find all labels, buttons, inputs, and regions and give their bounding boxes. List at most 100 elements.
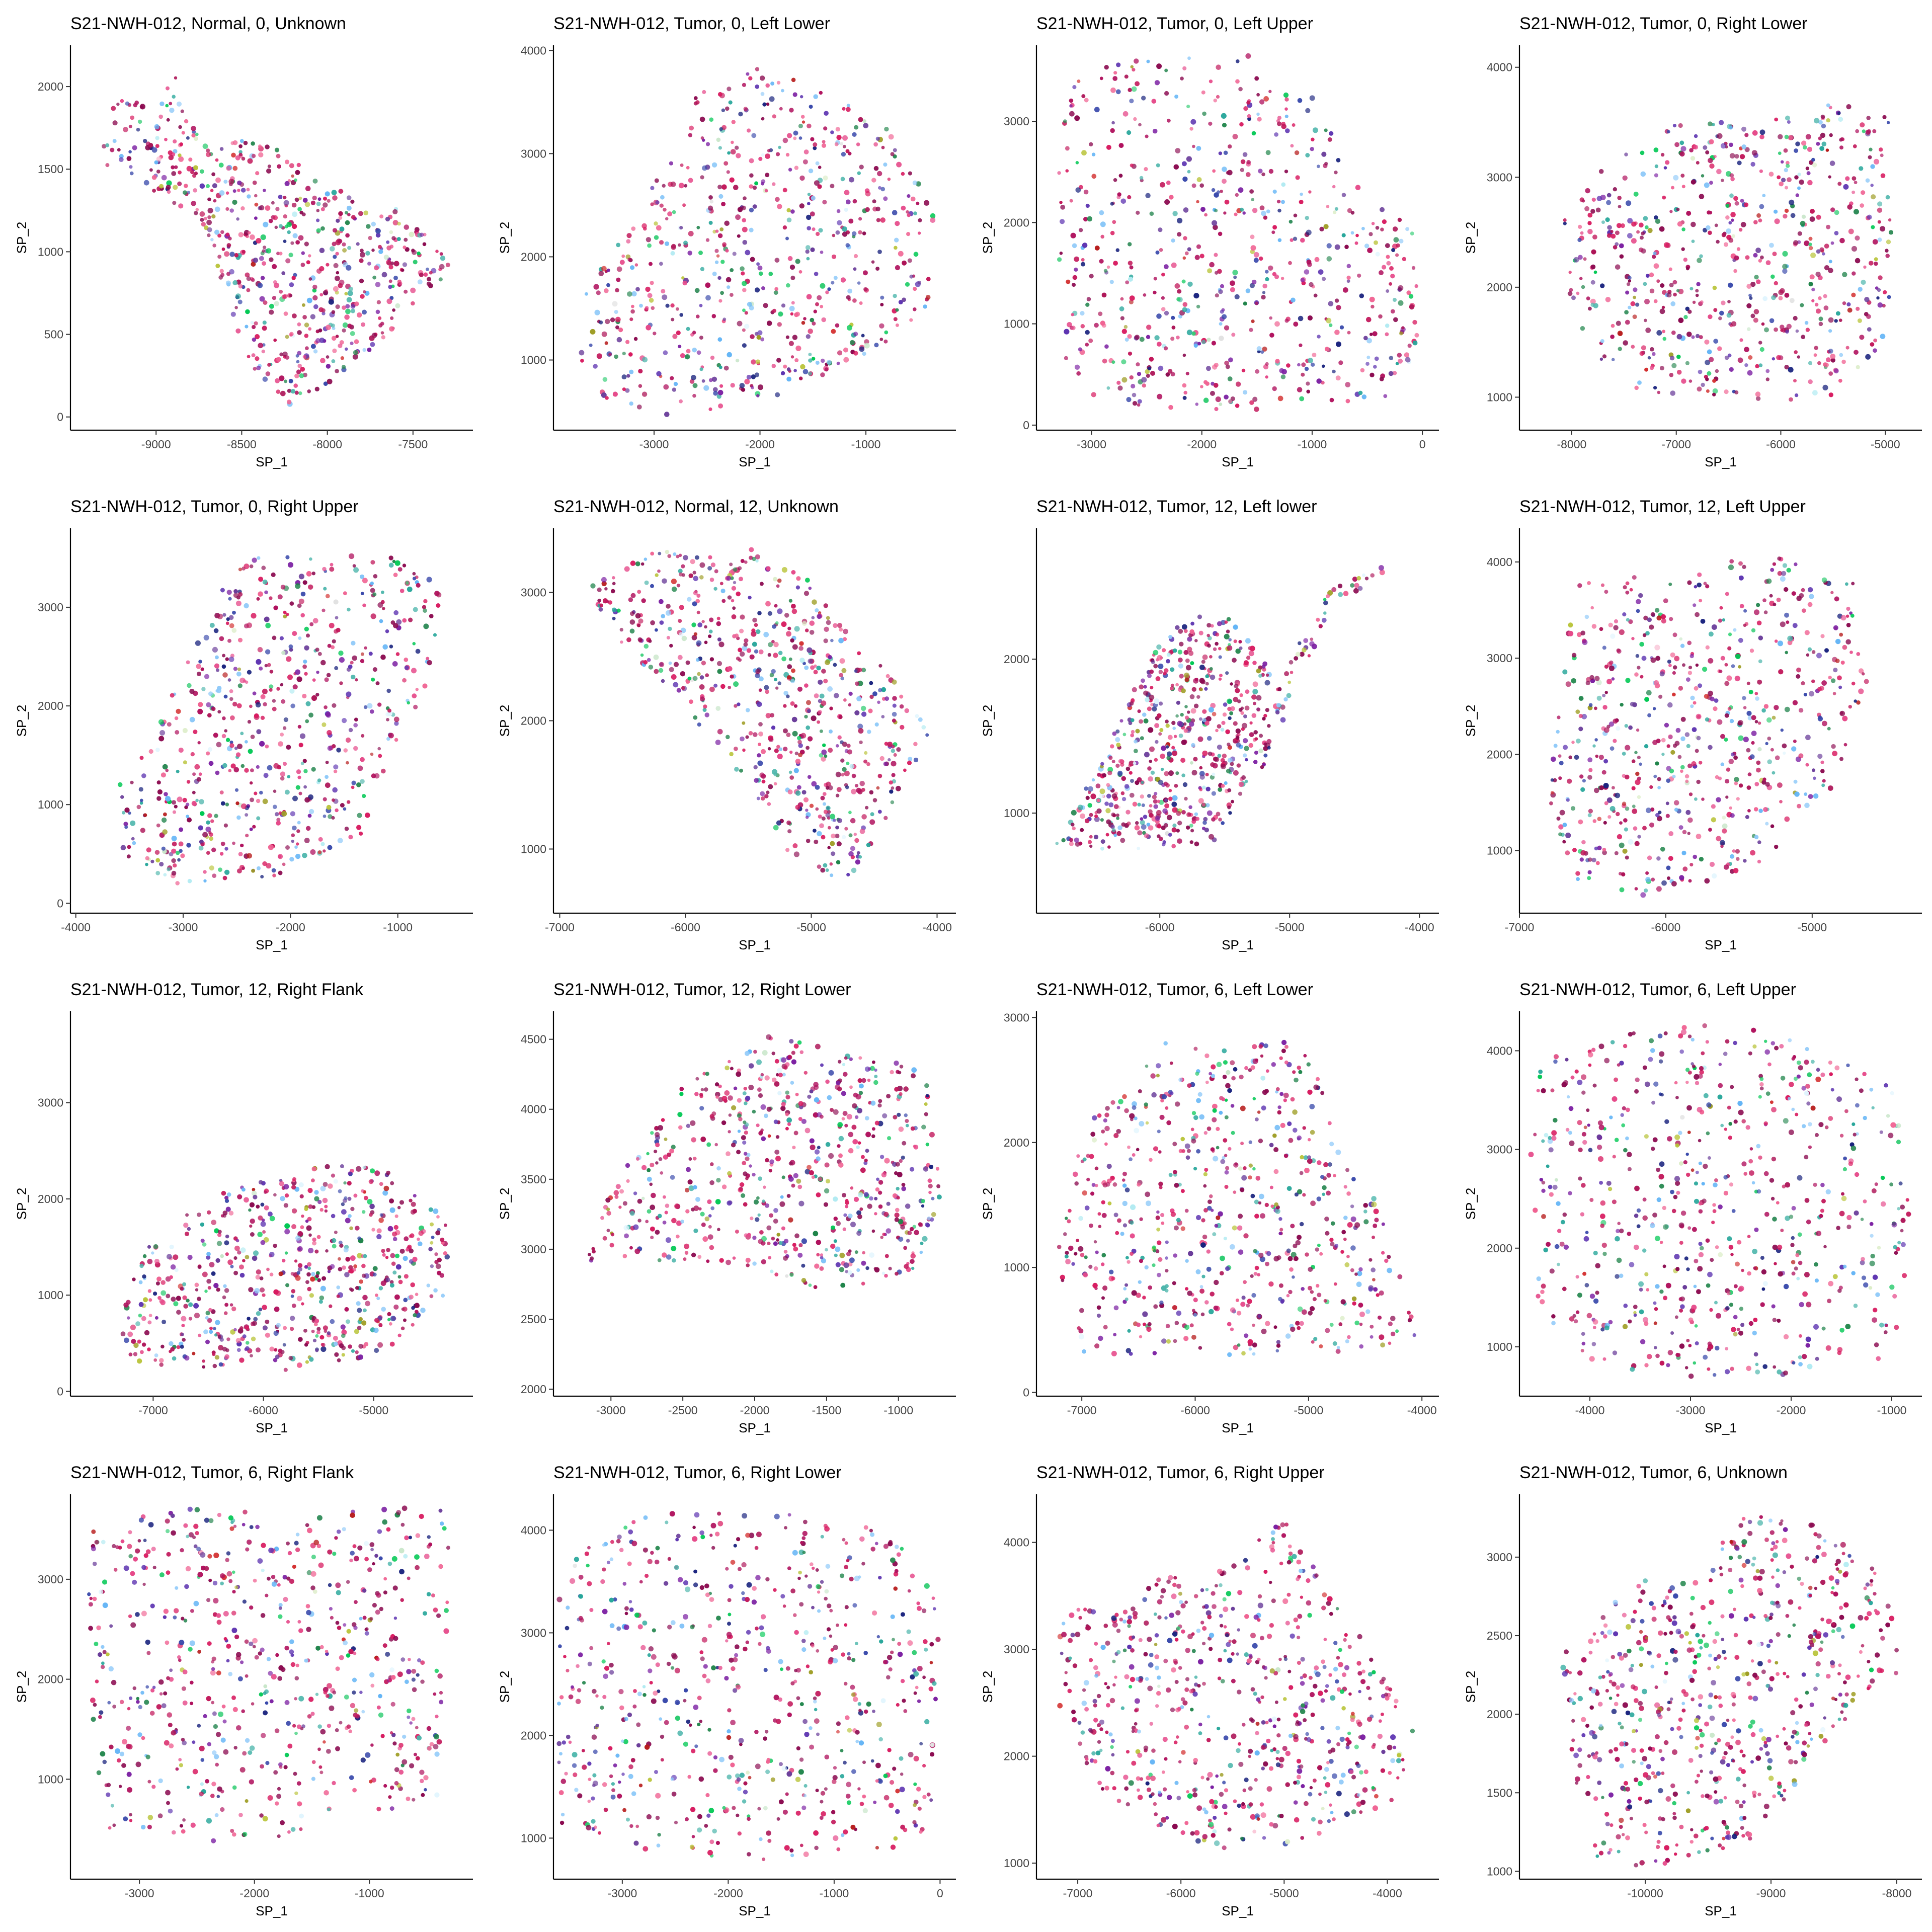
data-point xyxy=(917,280,921,285)
data-point xyxy=(628,352,633,357)
data-point xyxy=(862,352,866,356)
data-point xyxy=(1277,116,1281,120)
data-point xyxy=(1261,665,1266,669)
data-point xyxy=(1232,270,1238,276)
data-point xyxy=(1089,142,1093,146)
data-point xyxy=(1593,270,1597,274)
data-point xyxy=(1676,289,1680,292)
data-point xyxy=(1872,129,1877,133)
data-point xyxy=(648,665,654,670)
data-point xyxy=(352,564,356,568)
data-point xyxy=(791,716,797,722)
data-point xyxy=(1188,805,1192,810)
data-point xyxy=(1814,346,1818,350)
data-point xyxy=(841,773,845,777)
data-point xyxy=(342,328,346,333)
data-point xyxy=(867,730,871,734)
data-point xyxy=(388,562,394,568)
x-axis-label: SP_1 xyxy=(739,454,771,469)
data-point xyxy=(259,296,265,302)
data-point xyxy=(1784,186,1789,190)
data-point xyxy=(200,217,204,222)
data-point xyxy=(1405,357,1411,363)
data-point xyxy=(411,668,417,674)
data-point xyxy=(167,722,172,727)
data-point xyxy=(1210,674,1216,680)
y-tick-label: 500 xyxy=(44,328,63,341)
data-point xyxy=(1757,679,1762,685)
data-point xyxy=(1128,242,1132,247)
data-point xyxy=(127,845,131,849)
data-point xyxy=(1805,134,1811,140)
data-point xyxy=(252,337,257,342)
data-point xyxy=(351,785,355,789)
data-point xyxy=(280,771,285,777)
data-point xyxy=(263,246,267,250)
data-point xyxy=(1211,188,1216,192)
data-point xyxy=(1161,825,1166,830)
data-point xyxy=(1620,223,1625,228)
data-point xyxy=(1127,334,1132,339)
data-point xyxy=(392,220,398,226)
data-point xyxy=(1223,211,1227,215)
data-point xyxy=(1878,275,1883,280)
data-point xyxy=(1290,144,1294,148)
data-point xyxy=(225,621,229,625)
data-point xyxy=(1378,565,1384,571)
data-point xyxy=(1194,639,1198,642)
data-point xyxy=(859,829,865,834)
data-point xyxy=(653,654,659,660)
data-point xyxy=(1232,134,1238,139)
data-point xyxy=(235,293,241,299)
data-point xyxy=(1158,732,1162,736)
data-point xyxy=(296,676,302,682)
data-point xyxy=(1094,246,1100,251)
data-point xyxy=(1138,123,1142,127)
data-point xyxy=(396,619,402,625)
data-point xyxy=(822,792,827,796)
data-point xyxy=(1181,773,1185,777)
data-point xyxy=(819,91,823,95)
data-point xyxy=(1618,332,1623,336)
data-point xyxy=(729,562,733,567)
data-point xyxy=(605,396,609,400)
data-point xyxy=(718,146,722,150)
data-point xyxy=(306,297,312,303)
data-point xyxy=(1846,623,1851,627)
data-point xyxy=(1096,808,1102,814)
data-point xyxy=(1713,339,1719,344)
data-point xyxy=(320,660,326,666)
data-point xyxy=(707,566,712,571)
data-point xyxy=(1604,590,1608,594)
data-point xyxy=(1248,743,1254,748)
data-point xyxy=(122,811,126,815)
data-point xyxy=(1187,710,1190,714)
data-point xyxy=(271,572,276,577)
data-point xyxy=(1656,279,1660,283)
data-point xyxy=(215,264,220,268)
data-point xyxy=(1681,227,1685,231)
data-point xyxy=(739,577,743,582)
data-point xyxy=(864,751,868,755)
data-point xyxy=(631,291,637,297)
data-point xyxy=(1829,133,1833,137)
data-point xyxy=(742,226,748,232)
data-point xyxy=(1864,297,1870,302)
data-point xyxy=(1640,150,1645,155)
data-point xyxy=(1261,295,1266,300)
data-point xyxy=(1627,218,1633,224)
data-point xyxy=(1654,645,1660,651)
data-point xyxy=(283,214,287,219)
data-point xyxy=(1334,207,1338,211)
data-point xyxy=(1256,668,1261,674)
data-point xyxy=(213,199,217,203)
data-point xyxy=(735,633,739,638)
data-point xyxy=(1077,79,1081,83)
data-point xyxy=(268,218,273,223)
data-point xyxy=(1759,129,1765,135)
data-point xyxy=(1141,824,1147,830)
data-point xyxy=(845,243,850,248)
data-point xyxy=(239,139,244,143)
data-point xyxy=(1880,153,1884,157)
data-point xyxy=(1129,375,1134,380)
